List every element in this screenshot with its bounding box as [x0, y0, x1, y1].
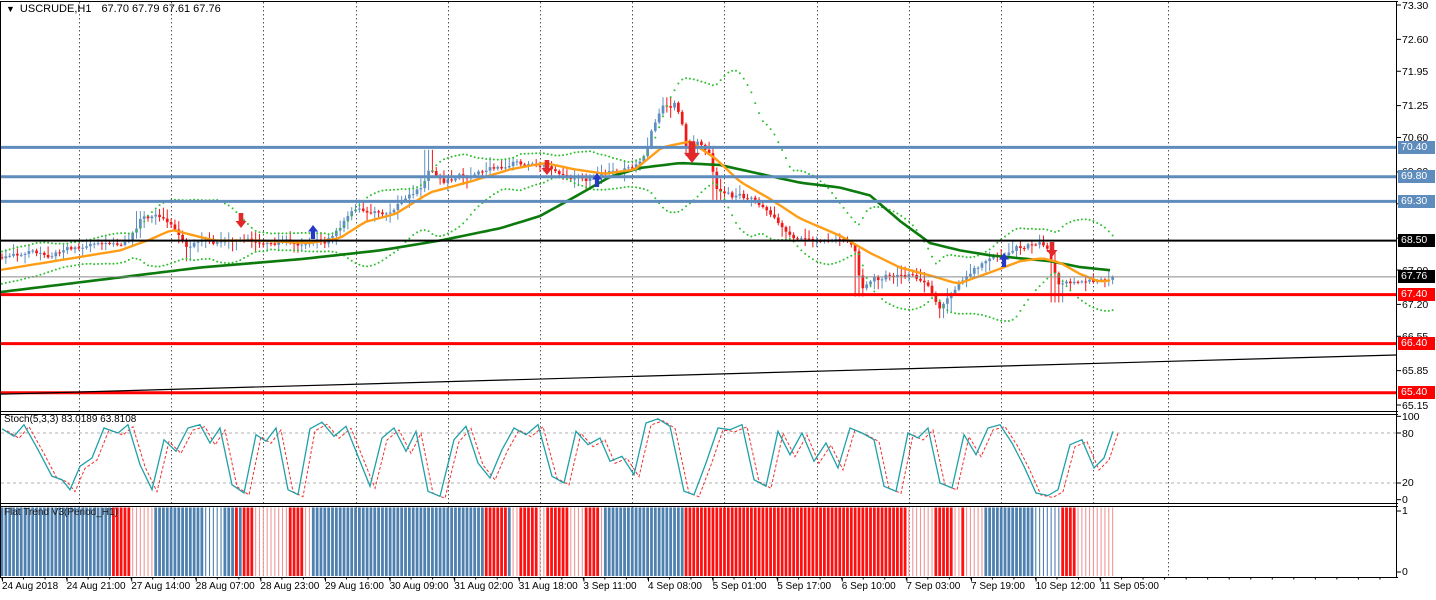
price-badge-66.40: 66.40	[1398, 337, 1435, 351]
symbol-timeframe-label: USCRUDE,H1	[19, 3, 92, 15]
price-badge-67.76: 67.76	[1398, 270, 1435, 284]
time-label: 6 Sep 10:00	[841, 581, 896, 592]
stochastic-panel[interactable]	[1, 414, 1397, 503]
time-label: 3 Sep 11:00	[583, 581, 637, 592]
time-label: 7 Sep 19:00	[971, 581, 1025, 592]
price-tick-label: 71.25	[1402, 100, 1429, 113]
price-tick-label: 73.30	[1402, 0, 1429, 12]
stoch-tick-label: 0	[1402, 494, 1408, 507]
time-label: 31 Aug 02:00	[454, 581, 514, 592]
price-tick-label: 65.15	[1402, 399, 1429, 412]
time-label: 4 Sep 08:00	[648, 581, 702, 592]
price-tick-label: 65.85	[1402, 365, 1429, 378]
stoch-indicator-label: Stoch(5,3,3) 83.0189 63.8108	[4, 414, 137, 425]
main-panel[interactable]	[0, 2, 1397, 411]
buy-arrow-icon	[592, 173, 602, 187]
stoch-signal-line	[6, 420, 1119, 499]
time-label: 31 Aug 18:00	[518, 581, 578, 592]
price-badge-69.30: 69.30	[1398, 194, 1435, 208]
stoch-tick-label: 100	[1402, 410, 1420, 423]
time-axis[interactable]: 24 Aug 2018 24 Aug 21:00 27 Aug 14:00 28 Au…	[0, 578, 1397, 600]
flat-tick-label: 0	[1402, 566, 1408, 578]
price-tick-label: 72.60	[1402, 33, 1429, 46]
ma-slow-line	[1, 161, 1111, 294]
symbol-dropdown-icon: ▼	[6, 4, 15, 14]
time-label: 30 Aug 09:00	[389, 581, 449, 592]
band-dots	[1, 69, 1114, 323]
time-label: 7 Sep 03:00	[906, 581, 961, 592]
price-badge-69.80: 69.80	[1398, 170, 1435, 184]
flat-trend-indicator-label: Flat Trend V3(Period_H1)	[4, 507, 118, 518]
stoch-tick-label: 80	[1402, 427, 1414, 440]
trendline[interactable]	[0, 354, 1397, 395]
price-badge-70.40: 70.40	[1398, 140, 1435, 154]
time-label: 5 Sep 17:00	[777, 581, 832, 592]
sell-arrow-icon	[1046, 242, 1058, 257]
price-badge-65.40: 65.40	[1398, 386, 1435, 400]
time-label: 28 Aug 07:00	[195, 581, 255, 592]
time-label: 11 Sep 05:00	[1100, 581, 1159, 592]
flat-tick-label: 1	[1402, 505, 1408, 517]
flat-trend-panel[interactable]	[1, 506, 1169, 577]
time-label: 10 Sep 12:00	[1035, 581, 1096, 592]
ohlc-values: 67.70 67.79 67.61 67.76	[101, 3, 221, 15]
sell-arrow-icon	[684, 141, 700, 163]
ma-fast-line	[1, 140, 1111, 285]
buy-arrow-icon	[999, 253, 1009, 267]
time-label: 5 Sep 01:00	[712, 581, 767, 592]
sell-arrow-icon	[541, 160, 553, 175]
time-label: 29 Aug 16:00	[325, 581, 384, 592]
time-label: 24 Aug 21:00	[66, 581, 126, 592]
price-tick-label: 71.95	[1402, 65, 1429, 78]
price-axis[interactable]: 73.3072.6071.9571.2570.6069.9069.2568.55…	[1397, 0, 1436, 600]
sell-arrow-icon	[235, 213, 247, 228]
time-label: 24 Aug 2018	[2, 581, 59, 592]
price-badge-68.50: 68.50	[1398, 234, 1435, 248]
time-label: 28 Aug 23:00	[260, 581, 320, 592]
panel-borders	[0, 1, 1401, 582]
time-label: 27 Aug 14:00	[131, 581, 191, 592]
price-tick-label: 67.20	[1402, 298, 1429, 311]
stoch-main-line	[1, 418, 1114, 498]
chart-title: ▼ USCRUDE,H1 67.70 67.79 67.61 67.76	[6, 3, 221, 15]
stoch-tick-label: 20	[1402, 477, 1414, 490]
price-badge-67.40: 67.40	[1398, 288, 1435, 302]
buy-arrow-icon	[308, 225, 318, 239]
